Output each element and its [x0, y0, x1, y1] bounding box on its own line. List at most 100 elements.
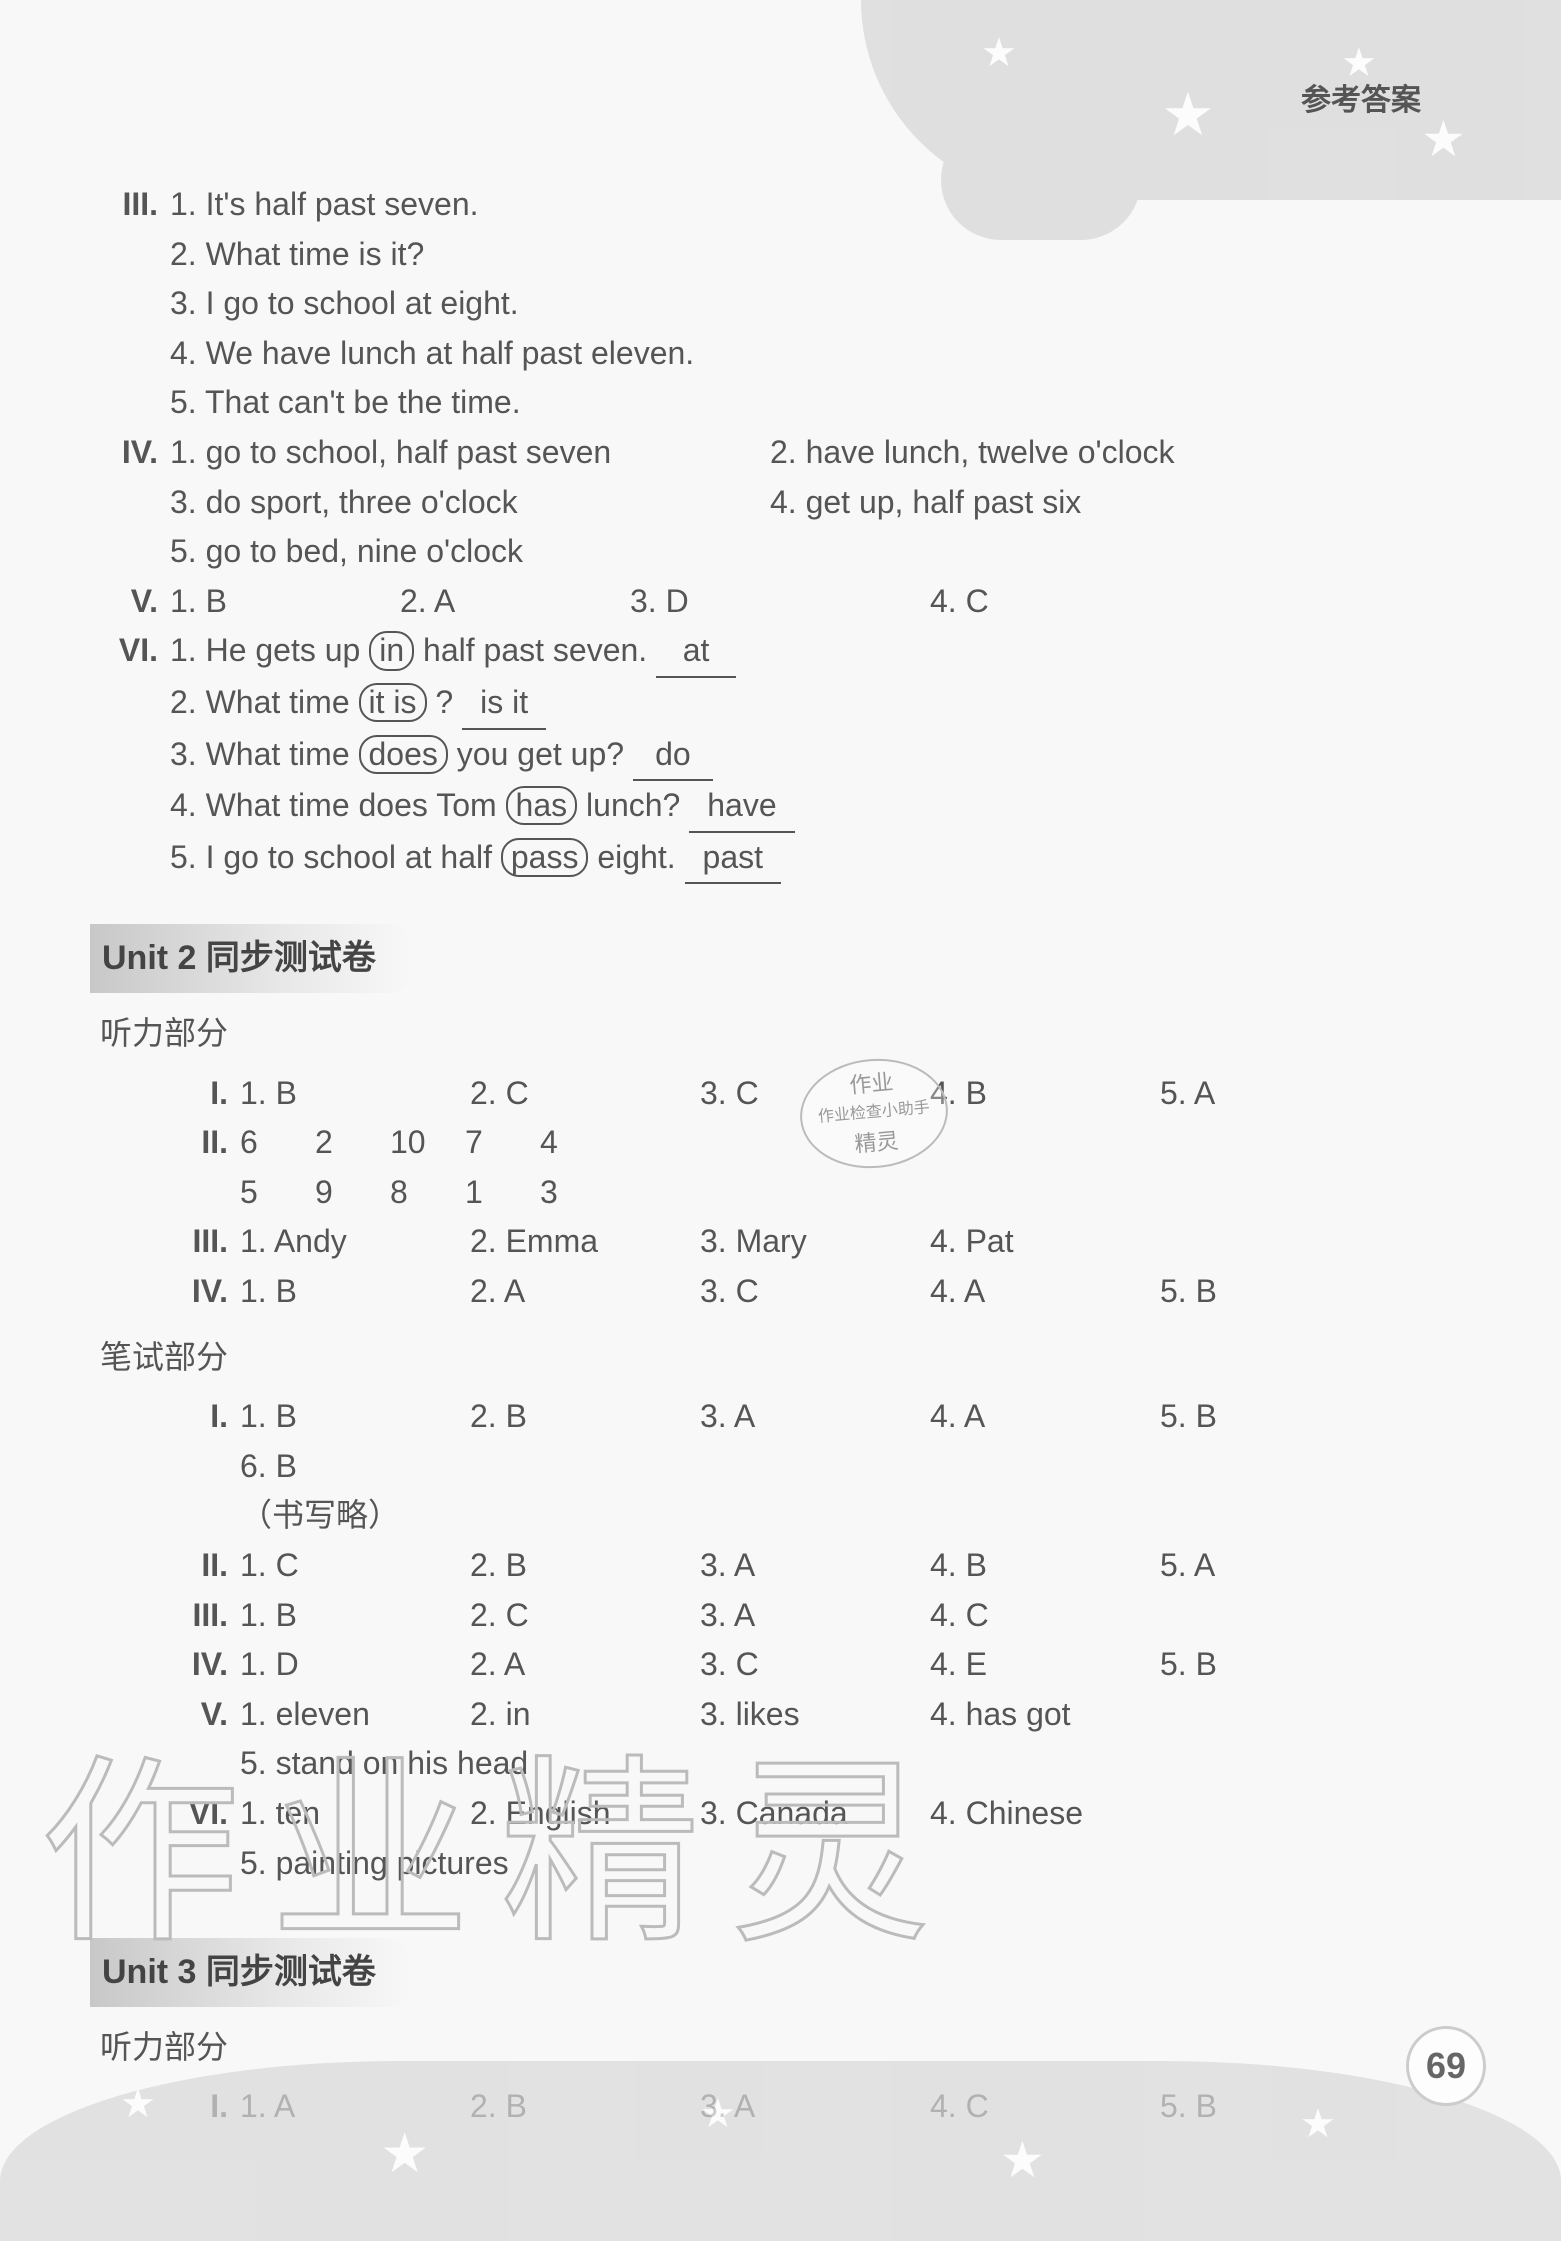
answer-text: 5. stand on his head — [240, 1739, 1460, 1789]
number-answer: 5 — [240, 1168, 315, 1218]
star-icon: ★ — [981, 30, 1017, 76]
answer-text: 4. has got — [930, 1690, 1160, 1740]
answer-text: 3. I go to school at eight. — [170, 279, 1460, 329]
answer-text: 1. go to school, half past seven — [170, 428, 770, 478]
roman-label: III. — [170, 1217, 240, 1267]
roman-label: I. — [170, 1069, 240, 1119]
answer-text: 3. C — [700, 1267, 930, 1317]
answer-text: （书写略） — [240, 1491, 1460, 1541]
answer-text: 4. Chinese — [930, 1789, 1160, 1839]
text-pre: 4. What time does Tom — [170, 787, 506, 823]
number-answer: 6 — [240, 1118, 315, 1168]
answer-text: 5. B — [1160, 1392, 1390, 1442]
star-icon: ★ — [380, 2121, 429, 2185]
u2-write-VI: VI. 1. ten 2. English 3. Canada 4. Chine… — [100, 1789, 1460, 1888]
correction-answer: have — [689, 781, 794, 833]
section-III: III. 1. It's half past seven. 2. What ti… — [100, 180, 1460, 428]
roman-label: IV. — [170, 1267, 240, 1317]
text-post: ? — [427, 684, 463, 720]
answer-text: 4. Pat — [930, 1217, 1160, 1267]
answer-text: 5. B — [1160, 1640, 1390, 1690]
correction-line: 1. He gets up in half past seven. at — [170, 626, 1460, 678]
roman-label: VI. — [100, 626, 170, 676]
correction-line: 5. I go to school at half pass eight. pa… — [170, 833, 1460, 885]
correction-line: 2. What time it is ? is it — [170, 678, 1460, 730]
text-post: you get up? — [448, 736, 633, 772]
answer-text: 4. get up, half past six — [770, 478, 1460, 528]
answer-text: 3. A — [700, 1591, 930, 1641]
correction-line: 4. What time does Tom has lunch? have — [170, 781, 1460, 833]
answer-text: 5. That can't be the time. — [170, 378, 1460, 428]
answer-text: 2. A — [470, 1267, 700, 1317]
roman-label: IV. — [100, 428, 170, 478]
correction-answer: past — [685, 833, 781, 885]
footer-decoration: ★ ★ ★ ★ ★ — [0, 2061, 1561, 2241]
answer-text: 1. C — [240, 1541, 470, 1591]
section-IV: IV. 1. go to school, half past seven 2. … — [100, 428, 1460, 577]
answer-text: 6. B — [240, 1442, 1460, 1492]
written-label: 笔试部分 — [100, 1333, 1460, 1383]
correction-answer: is it — [462, 678, 546, 730]
answer-text: 4. B — [930, 1541, 1160, 1591]
roman-label: II. — [170, 1118, 240, 1168]
answer-text: 5. B — [1160, 1267, 1390, 1317]
circled-error: in — [369, 631, 414, 670]
number-answer: 1 — [465, 1168, 540, 1218]
answer-text: 4. We have lunch at half past eleven. — [170, 329, 1460, 379]
section-VI-items: 1. He gets up in half past seven. at 2. … — [170, 626, 1460, 884]
answer-text: 2. in — [470, 1690, 700, 1740]
star-icon: ★ — [1421, 110, 1466, 168]
answer-text: 2. A — [400, 577, 630, 627]
star-icon: ★ — [1300, 2101, 1336, 2147]
answer-text: 3. D — [630, 577, 930, 627]
star-icon: ★ — [1161, 80, 1215, 150]
answer-text: 1. Andy — [240, 1217, 470, 1267]
number-answer: 8 — [390, 1168, 465, 1218]
star-icon: ★ — [700, 2091, 736, 2137]
u2-write-IV: IV. 1. D 2. A 3. C 4. E 5. B — [100, 1640, 1460, 1690]
answer-text: 3. Canada — [700, 1789, 930, 1839]
star-icon: ★ — [120, 2081, 156, 2127]
circled-error: does — [359, 735, 448, 774]
answer-text: 1. eleven — [240, 1690, 470, 1740]
correction-line: 3. What time does you get up? do — [170, 730, 1460, 782]
text-post: eight. — [588, 839, 684, 875]
answer-text: 1. ten — [240, 1789, 470, 1839]
answer-text: 3. A — [700, 1392, 930, 1442]
answer-text: 4. A — [930, 1267, 1160, 1317]
listening-label: 听力部分 — [100, 1009, 1460, 1059]
answer-text: 2. C — [470, 1591, 700, 1641]
answer-text: 2. Emma — [470, 1217, 700, 1267]
text-post: half past seven. — [414, 632, 656, 668]
section-V: V. 1. B 2. A 3. D 4. C — [100, 577, 1460, 627]
number-answer: 2 — [315, 1118, 390, 1168]
u2-listen-II: II. 6 2 10 7 4 5 9 8 1 3 — [100, 1118, 1460, 1217]
text-pre: 1. He gets up — [170, 632, 369, 668]
section-VI: VI. 1. He gets up in half past seven. at… — [100, 626, 1460, 884]
answer-text: 3. likes — [700, 1690, 930, 1740]
answer-text: 5. A — [1160, 1541, 1390, 1591]
circled-error: has — [506, 786, 578, 825]
unit3-header: Unit 3 同步测试卷 — [90, 1938, 412, 2007]
u2-write-I: I. 1. B 2. B 3. A 4. A 5. B 6. B （书写略） — [100, 1392, 1460, 1541]
answer-text: 2. B — [470, 1541, 700, 1591]
answer-text: 4. E — [930, 1640, 1160, 1690]
unit2-header: Unit 2 同步测试卷 — [90, 924, 412, 993]
answer-text: 1. D — [240, 1640, 470, 1690]
number-answer: 3 — [540, 1168, 615, 1218]
answer-text: 2. C — [470, 1069, 700, 1119]
u2-write-II: II. 1. C 2. B 3. A 4. B 5. A — [100, 1541, 1460, 1591]
number-answer: 9 — [315, 1168, 390, 1218]
number-answer: 10 — [390, 1118, 465, 1168]
answer-text: 5. painting pictures — [240, 1839, 1460, 1889]
answer-text: 5. go to bed, nine o'clock — [170, 527, 770, 577]
u2-write-V: V. 1. eleven 2. in 3. likes 4. has got 5… — [100, 1690, 1460, 1789]
number-answer: 4 — [540, 1118, 615, 1168]
answer-text: 1. B — [240, 1069, 470, 1119]
answer-text: 2. A — [470, 1640, 700, 1690]
roman-label: II. — [170, 1541, 240, 1591]
roman-label: I. — [170, 1392, 240, 1442]
correction-answer: do — [633, 730, 713, 782]
answer-text: 3. do sport, three o'clock — [170, 478, 770, 528]
circled-error: it is — [359, 683, 427, 722]
